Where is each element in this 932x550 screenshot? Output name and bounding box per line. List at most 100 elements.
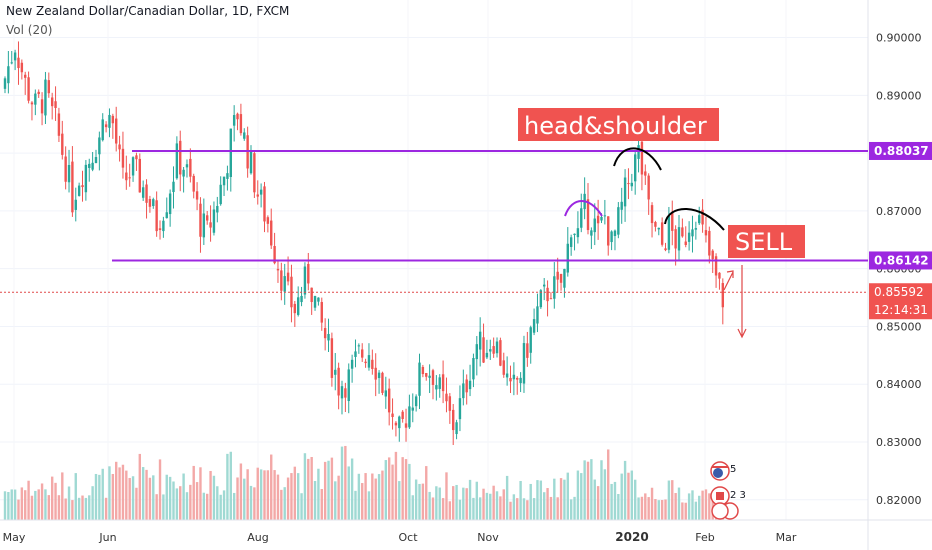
volume-bar xyxy=(344,445,347,520)
last-price-tag[interactable] xyxy=(869,283,932,320)
volume-bar xyxy=(640,496,644,520)
volume-bar xyxy=(381,470,384,520)
candle-body xyxy=(118,144,121,150)
candle-body xyxy=(630,182,634,187)
last-price-label: 0.85592 xyxy=(874,285,924,299)
candle-body xyxy=(428,375,431,378)
volume-bar xyxy=(84,497,88,520)
pattern-label-box[interactable] xyxy=(518,108,719,141)
candle-body xyxy=(590,230,593,236)
candle-body xyxy=(502,360,505,375)
left-shoulder-arc[interactable] xyxy=(564,200,603,217)
volume-bar xyxy=(677,487,681,520)
candle-body xyxy=(323,328,327,339)
volume-bar xyxy=(145,469,148,520)
volume-bar xyxy=(17,499,20,520)
volume-bar xyxy=(428,491,431,520)
candle-body xyxy=(236,113,239,120)
volume-bar xyxy=(401,457,404,520)
candle-body xyxy=(650,205,654,224)
volume-bar xyxy=(263,470,266,520)
volume-bar xyxy=(256,467,259,520)
candle-body xyxy=(640,141,644,175)
candle-body xyxy=(418,362,421,396)
candle-body xyxy=(684,241,687,245)
candle-body xyxy=(529,327,532,353)
candle-body xyxy=(566,243,569,273)
event-marker-b[interactable] xyxy=(710,486,739,520)
volume-bar xyxy=(246,469,249,520)
bounce-arrow[interactable] xyxy=(723,270,734,291)
candle-body xyxy=(13,52,17,61)
candle-body xyxy=(88,163,91,168)
candle-body xyxy=(637,145,640,159)
volume-bar xyxy=(704,489,708,520)
x-tick-label: Aug xyxy=(247,531,268,544)
resistance-price-tag[interactable] xyxy=(869,141,932,160)
candle-body xyxy=(94,157,98,164)
candle-body xyxy=(401,411,404,419)
volume-bar xyxy=(222,490,226,520)
candle-body xyxy=(633,154,637,182)
volume-bar xyxy=(630,470,634,520)
volume-bar xyxy=(253,487,256,520)
neckline-price-tag[interactable] xyxy=(869,251,932,270)
volume-bar xyxy=(199,467,202,520)
candle-body xyxy=(516,377,519,380)
candle-body xyxy=(74,199,77,210)
volume-bar xyxy=(61,472,64,520)
candle-body xyxy=(172,181,175,193)
candle-body xyxy=(20,62,24,73)
candle-body xyxy=(532,319,536,333)
head-arc[interactable] xyxy=(613,147,662,171)
candle-body xyxy=(67,164,71,183)
volume-bar xyxy=(57,495,61,520)
sell-label: SELL xyxy=(735,228,793,256)
candle-body xyxy=(603,215,607,217)
volume-bar xyxy=(502,489,505,520)
right-shoulder-arc[interactable] xyxy=(664,208,725,231)
candle-body xyxy=(229,128,232,178)
candle-body xyxy=(499,340,502,366)
candle-body xyxy=(3,78,7,89)
y-tick-label: 0.83000 xyxy=(876,436,922,449)
candle-body xyxy=(165,212,168,219)
candle-body xyxy=(104,124,108,128)
volume-bar xyxy=(152,475,155,520)
time-axis[interactable]: May Jun Aug Oct Nov 2020 Feb Mar xyxy=(3,530,797,544)
candle-body xyxy=(549,298,553,300)
sell-label-box[interactable] xyxy=(728,225,805,258)
candle-body xyxy=(256,194,259,197)
volume-bar xyxy=(647,497,650,520)
sell-target-arrow[interactable] xyxy=(737,265,747,339)
candle-body xyxy=(600,216,603,221)
volume-bar xyxy=(266,470,270,520)
volume-bar xyxy=(637,497,640,520)
volume-indicator-label[interactable]: Vol (20) xyxy=(6,23,53,37)
candle-body xyxy=(226,173,229,179)
volume-bar xyxy=(10,489,13,520)
volume-bar xyxy=(91,486,94,520)
flag-icon xyxy=(716,492,724,500)
volume-bar xyxy=(573,496,576,520)
event-marker-a[interactable] xyxy=(710,461,730,481)
volume-bar xyxy=(546,488,549,520)
symbol-title[interactable]: New Zealand Dollar/Canadian Dollar, 1D, … xyxy=(6,4,290,18)
volume-bar xyxy=(135,487,138,520)
candle-body xyxy=(219,184,222,205)
volume-bar xyxy=(323,461,327,520)
candle-body xyxy=(91,162,94,170)
volume-bar xyxy=(556,497,559,520)
volume-bar xyxy=(623,460,627,520)
volume-bar xyxy=(182,473,185,520)
x-tick-label: 2020 xyxy=(615,530,648,544)
candle-body xyxy=(367,355,371,368)
volume-bar xyxy=(633,479,637,520)
volume-bar xyxy=(398,481,401,520)
candle-body xyxy=(698,215,701,224)
volume-bar xyxy=(270,454,273,520)
candle-body xyxy=(448,396,452,411)
volume-bar xyxy=(698,495,701,520)
volume-bar xyxy=(64,498,67,520)
